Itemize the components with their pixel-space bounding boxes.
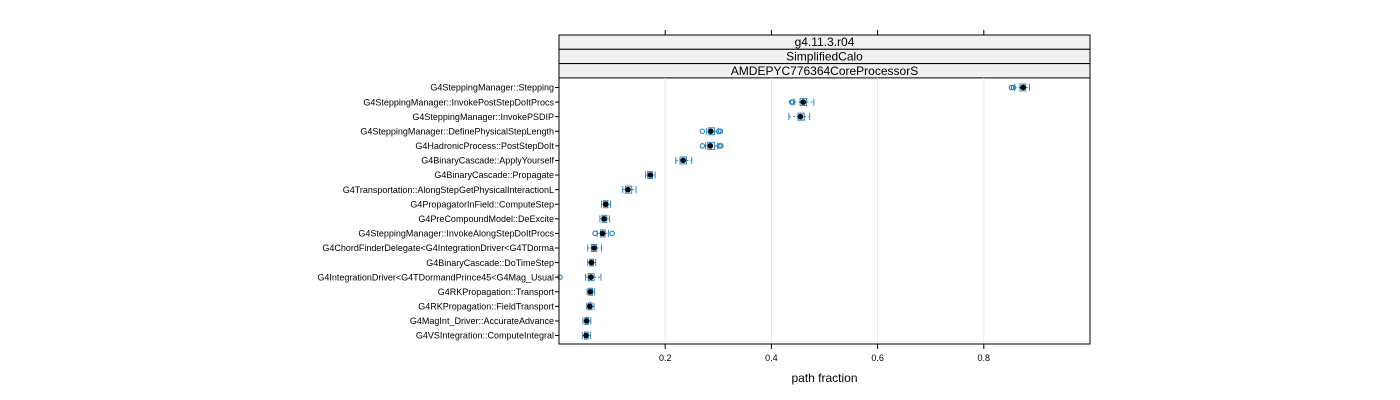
category-label-2: G4SteppingManager::InvokePSDIP <box>412 112 554 122</box>
category-labels: G4SteppingManager::SteppingG4SteppingMan… <box>317 83 559 341</box>
outlier-1 <box>789 99 796 105</box>
median-dot <box>599 230 606 237</box>
panel-border <box>558 34 1091 345</box>
strip-label-2: AMDEPYC776364CoreProcessorS <box>731 64 918 78</box>
x-axis: 0.2 0.4 0.6 0.8 <box>659 30 990 363</box>
median-dot <box>583 318 590 324</box>
box-row-5 <box>675 156 693 165</box>
strip-headers: g4.11.3.r04SimplifiedCaloAMDEPYC776364Co… <box>558 34 1091 79</box>
box-row-1 <box>788 98 815 107</box>
outlier-2 <box>717 128 724 135</box>
median-dot <box>601 216 607 222</box>
box-row-13 <box>557 273 602 282</box>
median-dot <box>586 303 593 310</box>
x-tick-label-3: 0.8 <box>978 353 991 363</box>
box-row-9 <box>599 214 610 223</box>
box-row-0 <box>1008 83 1030 92</box>
category-label-0: G4SteppingManager::Stepping <box>430 83 554 93</box>
median-dot <box>591 245 597 251</box>
x-tick-label-1: 0.4 <box>765 353 778 363</box>
category-label-12: G4BinaryCascade::DoTimeStep <box>426 258 554 268</box>
box-row-17 <box>581 331 591 340</box>
median-dot <box>1020 84 1026 91</box>
category-label-17: G4VSIntegration::ComputeIntegral <box>416 331 554 341</box>
category-label-11: G4ChordFinderDelegate<G4IntegrationDrive… <box>322 243 554 253</box>
outlier-0 <box>1008 84 1015 91</box>
box-row-3 <box>699 127 724 136</box>
category-label-16: G4MagInt_Driver::AccurateAdvance <box>410 316 554 326</box>
median-dot <box>647 172 654 178</box>
box-row-4 <box>699 141 724 150</box>
category-label-9: G4PreCompoundModel::DeExcite <box>418 214 554 224</box>
gridlines <box>664 77 985 344</box>
category-label-15: G4RKPropagation::FieldTransport <box>418 302 554 312</box>
median-dot <box>680 157 687 164</box>
box <box>799 98 807 107</box>
outlier-0 <box>592 230 598 237</box>
median-dot <box>602 201 609 208</box>
median-dot <box>588 259 595 266</box>
category-label-5: G4BinaryCascade::ApplyYourself <box>421 156 554 166</box>
median-dot <box>588 274 594 280</box>
box-row-10 <box>592 229 615 238</box>
median-dot <box>583 332 589 339</box>
strip-label-1: SimplifiedCalo <box>786 49 863 63</box>
median-dot <box>707 143 714 149</box>
box-row-7 <box>622 185 637 194</box>
median-dot <box>708 128 714 135</box>
category-label-4: G4HadronicProcess::PostStepDoIt <box>415 141 554 151</box>
category-label-13: G4IntegrationDriver<G4TDormandPrince45<G… <box>317 272 554 282</box>
median-dot <box>800 99 807 105</box>
box-row-6 <box>645 171 656 180</box>
box <box>679 156 687 165</box>
box-row-8 <box>600 200 612 209</box>
box-row-14 <box>586 287 596 296</box>
median-dot <box>587 288 594 295</box>
outlier-0 <box>699 143 706 149</box>
box-row-2 <box>788 112 811 121</box>
outlier-2 <box>718 143 724 149</box>
median-dot <box>625 186 631 193</box>
box-row-11 <box>587 243 602 252</box>
box-row-12 <box>587 258 597 267</box>
box-row-16 <box>582 316 592 325</box>
category-label-8: G4PropagatorInField::ComputeStep <box>410 199 554 209</box>
category-label-1: G4SteppingManager::InvokePostStepDoItPro… <box>363 97 554 107</box>
category-label-6: G4BinaryCascade::Propagate <box>434 170 554 180</box>
x-tick-label-2: 0.6 <box>871 353 884 363</box>
outlier-1 <box>609 230 615 237</box>
box-row-15 <box>586 302 595 311</box>
category-label-3: G4SteppingManager::DefinePhysicalStepLen… <box>360 126 554 136</box>
category-label-14: G4RKPropagation::Transport <box>438 287 555 297</box>
box-series <box>557 83 1030 340</box>
x-tick-label-0: 0.2 <box>659 353 672 363</box>
strip-label-0: g4.11.3.r04 <box>795 35 855 49</box>
outlier-0 <box>699 128 706 135</box>
x-axis-title: path fraction <box>791 371 857 385</box>
category-label-10: G4SteppingManager::InvokeAlongStepDoItPr… <box>358 229 554 239</box>
category-label-7: G4Transportation::AlongStepGetPhysicalIn… <box>343 185 554 195</box>
median-dot <box>797 113 804 120</box>
outlier-1 <box>1010 84 1017 91</box>
